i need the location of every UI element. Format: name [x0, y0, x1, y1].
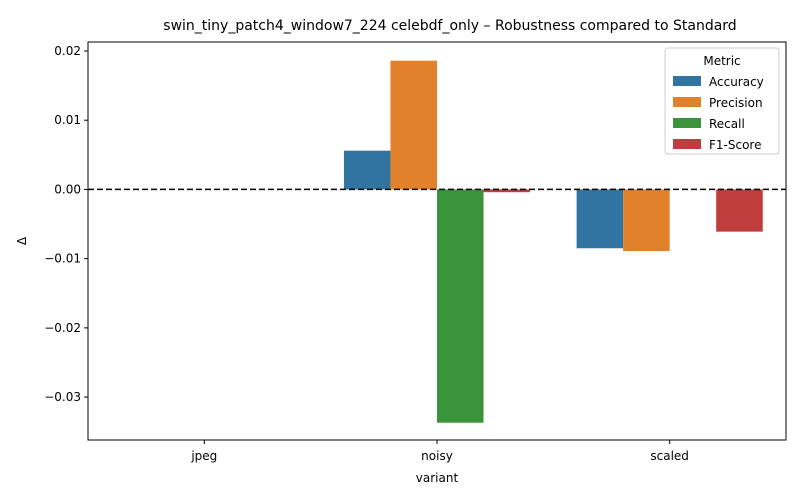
x-axis: jpeg noisy scaled: [190, 440, 689, 463]
y-tick-label: −0.01: [44, 252, 81, 266]
legend-swatch-f1-score: [673, 139, 701, 149]
bar-noisy-accuracy: [343, 150, 391, 190]
x-tick-label-noisy: noisy: [421, 449, 453, 463]
y-tick-label: 0.01: [54, 113, 81, 127]
y-tick-label: 0.00: [54, 182, 81, 196]
bar-noisy-f1-score: [483, 189, 531, 193]
legend-title: Metric: [703, 54, 740, 68]
legend: Metric Accuracy Precision Recall F1-Score: [664, 47, 780, 155]
legend-label-f1-score: F1-Score: [709, 138, 761, 152]
y-tick-label: 0.02: [54, 44, 81, 58]
x-tick-label-jpeg: jpeg: [190, 449, 217, 463]
legend-label-recall: Recall: [709, 117, 745, 131]
bar-noisy-recall: [437, 189, 484, 423]
y-tick-label: −0.02: [44, 321, 81, 335]
y-axis: −0.03 −0.02 −0.01 0.00 0.01 0.02: [44, 44, 88, 404]
y-tick-label: −0.03: [44, 390, 81, 404]
chart-title: swin_tiny_patch4_window7_224 celebdf_onl…: [163, 18, 736, 34]
bar-noisy-precision: [390, 60, 437, 190]
legend-swatch-recall: [673, 118, 701, 128]
bar-scaled-precision: [623, 189, 670, 252]
bar-scaled-accuracy: [576, 189, 624, 249]
x-axis-label: variant: [416, 471, 459, 485]
legend-label-accuracy: Accuracy: [709, 75, 764, 89]
bar-scaled-f1-score: [716, 189, 763, 232]
legend-label-precision: Precision: [709, 96, 763, 110]
y-axis-label: Δ: [15, 236, 29, 245]
legend-swatch-accuracy: [673, 76, 701, 86]
plot-area: [88, 60, 786, 423]
legend-swatch-precision: [673, 97, 701, 107]
x-tick-label-scaled: scaled: [650, 449, 689, 463]
